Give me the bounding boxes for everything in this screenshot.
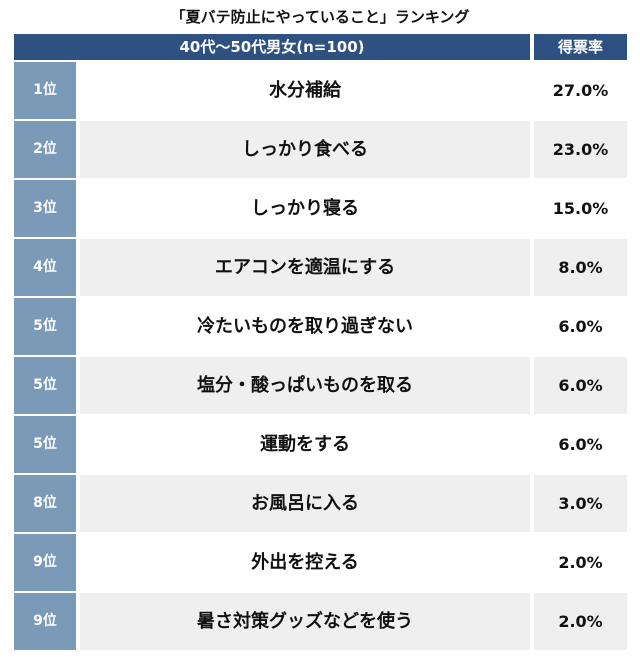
rate-cell: 2.0% [534,534,627,591]
rank-cell: 3位 [14,180,76,237]
item-cell: 塩分・酸っぱいものを取る [80,357,530,414]
header-group-label: 40代〜50代男女(n=100) [14,34,530,60]
rank-cell: 9位 [14,534,76,591]
rank-cell: 5位 [14,357,76,414]
chart-title: 「夏バテ防止にやっていること」ランキング [170,8,470,26]
rank-cell: 4位 [14,239,76,296]
rank-cell: 9位 [14,593,76,650]
table-row: 3位 しっかり寝る 15.0% [14,180,627,237]
table-row: 9位 暑さ対策グッズなどを使う 2.0% [14,593,627,650]
rank-cell: 5位 [14,298,76,355]
ranking-table: 40代〜50代男女(n=100) 得票率 1位 水分補給 27.0% 2位 しっかり食べ… [14,34,627,653]
item-cell: 運動をする [80,416,530,473]
rate-cell: 6.0% [534,416,627,473]
table-row: 5位 運動をする 6.0% [14,416,627,473]
rate-cell: 3.0% [534,475,627,532]
table-row: 9位 外出を控える 2.0% [14,534,627,591]
rank-cell: 5位 [14,416,76,473]
item-cell: しっかり寝る [80,180,530,237]
item-cell: 水分補給 [80,62,530,119]
rate-cell: 2.0% [534,593,627,650]
rate-cell: 23.0% [534,121,627,178]
rank-cell: 2位 [14,121,76,178]
item-cell: お風呂に入る [80,475,530,532]
rank-cell: 1位 [14,62,76,119]
rate-cell: 15.0% [534,180,627,237]
item-cell: 冷たいものを取り過ぎない [80,298,530,355]
item-cell: 外出を控える [80,534,530,591]
rate-cell: 8.0% [534,239,627,296]
table-row: 5位 塩分・酸っぱいものを取る 6.0% [14,357,627,414]
table-row: 2位 しっかり食べる 23.0% [14,121,627,178]
item-cell: エアコンを適温にする [80,239,530,296]
rate-cell: 27.0% [534,62,627,119]
table-row: 1位 水分補給 27.0% [14,62,627,119]
rate-cell: 6.0% [534,298,627,355]
table-row: 8位 お風呂に入る 3.0% [14,475,627,532]
rate-cell: 6.0% [534,357,627,414]
item-cell: しっかり食べる [80,121,530,178]
item-cell: 暑さ対策グッズなどを使う [80,593,530,650]
table-row: 5位 冷たいものを取り過ぎない 6.0% [14,298,627,355]
header-rate-label: 得票率 [534,34,627,60]
rank-cell: 8位 [14,475,76,532]
table-row: 4位 エアコンを適温にする 8.0% [14,239,627,296]
